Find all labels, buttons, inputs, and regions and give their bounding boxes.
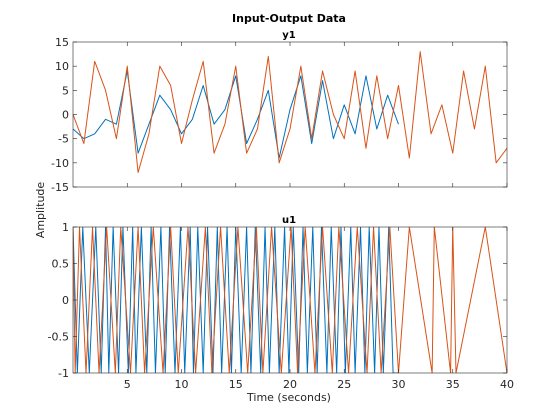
axes2-title: u1: [282, 215, 296, 226]
axes2-xtick-label: 15: [229, 378, 243, 391]
axes2-series-2-line: [73, 227, 507, 373]
axes1-ytick-label: 15: [55, 36, 69, 49]
axes2-ytick-label: 0: [62, 294, 69, 307]
axes2-ytick-label: 1: [62, 221, 69, 234]
axes2-ytick-label: 0.5: [52, 258, 70, 271]
axes-y1: 15 10 5 0 -5 -10 -15: [51, 36, 508, 194]
x-axis-label: Time (seconds): [246, 391, 331, 404]
axes-u1: 1 0.5 0 -0.5 -1 5 10 15 20 25 30 35 40: [48, 221, 514, 391]
y-axis-label: Amplitude: [34, 182, 47, 239]
axes1-ytick-label: 5: [62, 84, 69, 97]
axes2-xtick-label: 30: [392, 378, 406, 391]
axes1-ytick-label: 10: [55, 60, 69, 73]
axes2-xtick-label: 5: [124, 378, 131, 391]
axes1-title: y1: [282, 30, 296, 41]
axes2-ytick-label: -1: [58, 367, 69, 380]
axes1-ytick-label: -15: [51, 181, 69, 194]
axes2-xtick-label: 10: [175, 378, 189, 391]
axes1-ytick-label: 0: [62, 109, 69, 122]
axes1-series-2-line: [73, 51, 507, 173]
figure-title: Input-Output Data: [232, 12, 346, 25]
axes2-xtick-label: 35: [446, 378, 460, 391]
axes2-series-1-line: [73, 227, 399, 373]
axes2-xtick-label: 40: [500, 378, 514, 391]
axes1-ytick-label: -10: [51, 157, 69, 170]
axes2-xtick-label: 20: [283, 378, 297, 391]
axes1-ytick-label: -5: [58, 133, 69, 146]
axes2-xtick-label: 25: [337, 378, 351, 391]
axes2-ytick-label: -0.5: [48, 331, 69, 344]
